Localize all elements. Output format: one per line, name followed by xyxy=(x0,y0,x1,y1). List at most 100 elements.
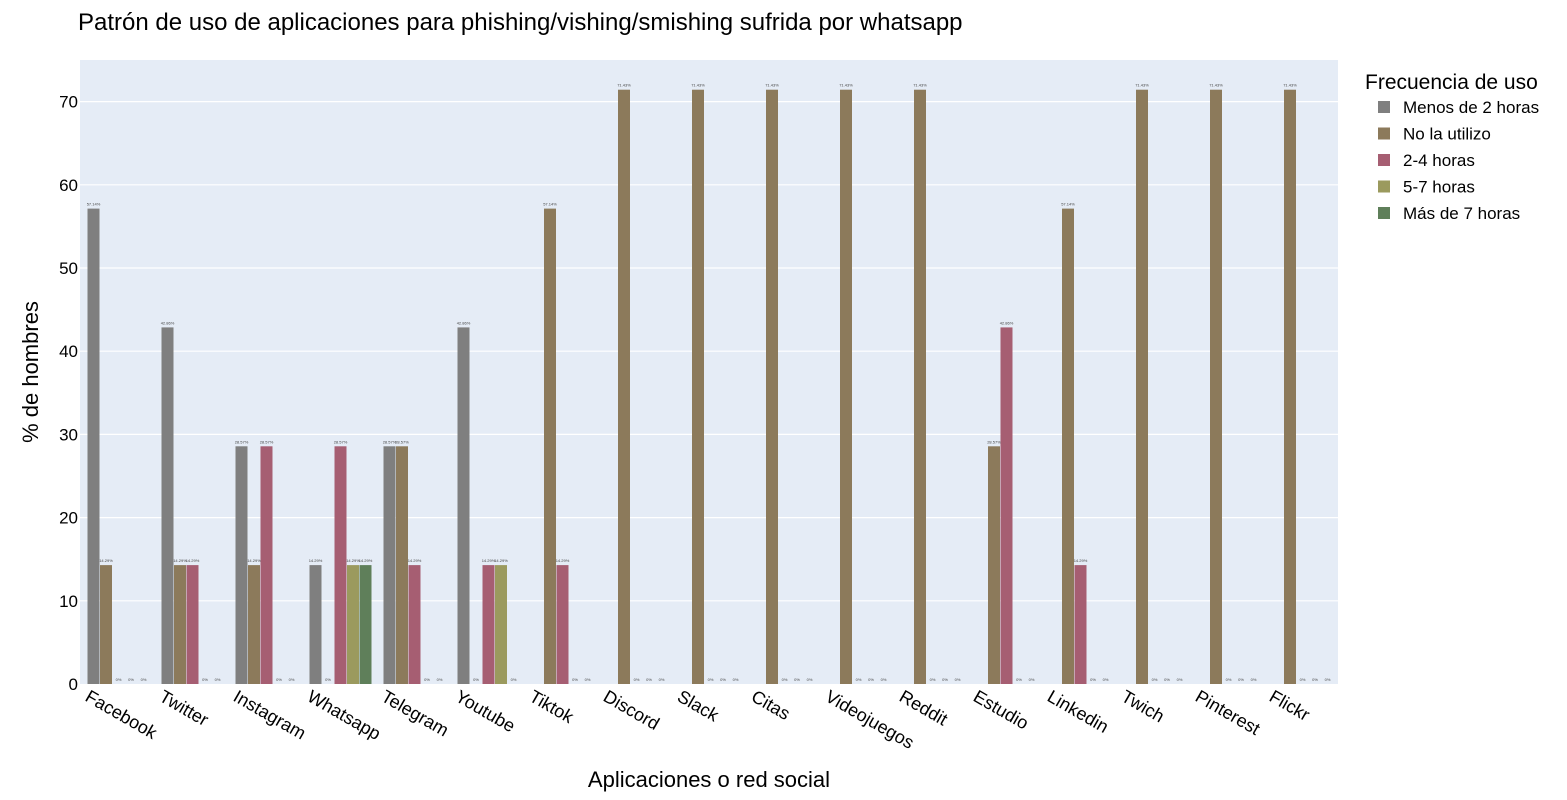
bar xyxy=(556,565,569,684)
x-tick-label: Telegram xyxy=(378,686,452,740)
data-label: 14.29% xyxy=(186,558,200,563)
data-label: 0% xyxy=(215,677,221,682)
bar xyxy=(87,208,100,684)
bar xyxy=(309,565,322,684)
bar xyxy=(692,89,704,685)
bars xyxy=(87,89,1296,685)
bar xyxy=(457,327,470,684)
data-label: 0% xyxy=(942,677,948,682)
bar xyxy=(1000,327,1013,684)
data-label: 14.29% xyxy=(346,558,360,563)
data-label: 0% xyxy=(1103,677,1109,682)
data-label: 0% xyxy=(794,677,800,682)
data-label: 71.43% xyxy=(617,83,631,88)
legend-swatch xyxy=(1378,127,1390,140)
bar xyxy=(1062,208,1074,684)
y-tick-label: 0 xyxy=(69,675,78,694)
data-label: 0% xyxy=(585,677,591,682)
bar xyxy=(347,565,359,684)
chart-title: Patrón de uso de aplicaciones para phish… xyxy=(78,9,963,36)
data-label: 42.86% xyxy=(1000,320,1014,325)
legend-swatch xyxy=(1378,180,1390,193)
bar xyxy=(914,89,926,685)
data-label: 0% xyxy=(572,677,578,682)
legend-swatch xyxy=(1378,101,1390,113)
legend-item-label: 2-4 horas xyxy=(1403,151,1475,170)
x-tick-label: Citas xyxy=(748,686,794,724)
bar xyxy=(186,565,199,684)
bar xyxy=(248,565,260,684)
y-tick-label: 30 xyxy=(59,425,78,444)
data-label: 14.29% xyxy=(99,558,113,563)
bar xyxy=(766,89,778,685)
x-tick-label: Reddit xyxy=(896,686,951,729)
x-tick-label: Instagram xyxy=(230,686,309,743)
bar xyxy=(1284,89,1296,685)
data-label: 0% xyxy=(634,677,640,682)
data-label: 0% xyxy=(955,677,961,682)
data-labels: 57.14% 42.86% 28.57% 14.29% 28.57% 42.86% 14.2… xyxy=(87,83,1331,682)
bar xyxy=(359,565,372,684)
legend-swatch xyxy=(1378,154,1390,166)
data-label: 28.57% xyxy=(395,439,409,444)
data-label: 0% xyxy=(128,677,134,682)
bar xyxy=(1210,89,1222,685)
data-label: 0% xyxy=(733,677,739,682)
legend-item-label: 5-7 horas xyxy=(1403,178,1475,197)
data-label: 0% xyxy=(202,677,208,682)
data-label: 0% xyxy=(116,677,122,682)
data-label: 0% xyxy=(708,677,714,682)
bar xyxy=(100,565,112,684)
data-label: 57.14% xyxy=(1061,202,1075,207)
data-label: 0% xyxy=(1325,677,1331,682)
data-label: 0% xyxy=(868,677,874,682)
data-label: 0% xyxy=(1090,677,1096,682)
data-label: 71.43% xyxy=(1135,83,1149,88)
x-tick-label: Tiktok xyxy=(526,686,578,727)
x-tick-label: Estudio xyxy=(970,686,1032,733)
data-label: 0% xyxy=(1251,677,1257,682)
x-tick-label: Facebook xyxy=(82,686,161,743)
bar xyxy=(383,446,396,684)
bar xyxy=(235,446,248,684)
data-label: 28.57% xyxy=(260,439,274,444)
data-label: 0% xyxy=(1300,677,1306,682)
data-label: 0% xyxy=(1312,677,1318,682)
data-label: 28.57% xyxy=(235,439,249,444)
data-label: 0% xyxy=(1152,677,1158,682)
data-label: 14.29% xyxy=(556,558,570,563)
plot-area xyxy=(80,60,1338,684)
x-tick-label: Linkedin xyxy=(1044,686,1112,737)
data-label: 71.43% xyxy=(839,83,853,88)
data-label: 14.29% xyxy=(309,558,323,563)
bar xyxy=(988,446,1000,684)
data-label: 42.86% xyxy=(161,320,175,325)
bar xyxy=(482,565,495,684)
y-tick-label: 50 xyxy=(59,259,78,278)
data-label: 0% xyxy=(473,677,479,682)
data-label: 71.43% xyxy=(1209,83,1223,88)
bar xyxy=(618,89,630,685)
bar xyxy=(1136,89,1148,685)
legend-title: Frecuencia de uso xyxy=(1365,71,1538,94)
data-label: 0% xyxy=(1238,677,1244,682)
data-label: 42.86% xyxy=(457,320,471,325)
x-tick-label: Pinterest xyxy=(1192,686,1264,739)
data-label: 71.43% xyxy=(691,83,705,88)
data-label: 0% xyxy=(856,677,862,682)
y-tick-label: 60 xyxy=(59,176,78,195)
data-label: 0% xyxy=(1177,677,1183,682)
x-axis-title: Aplicaciones o red social xyxy=(588,767,830,792)
data-label: 0% xyxy=(437,677,443,682)
data-label: 14.29% xyxy=(494,558,508,563)
legend-swatch xyxy=(1378,207,1390,219)
x-tick-label: Twitter xyxy=(156,686,212,730)
data-label: 0% xyxy=(325,677,331,682)
gridlines xyxy=(80,100,1338,602)
data-label: 57.14% xyxy=(87,202,101,207)
data-label: 0% xyxy=(1016,677,1022,682)
x-tick-label: Youtube xyxy=(452,686,519,736)
y-tick-label: 10 xyxy=(59,592,78,611)
